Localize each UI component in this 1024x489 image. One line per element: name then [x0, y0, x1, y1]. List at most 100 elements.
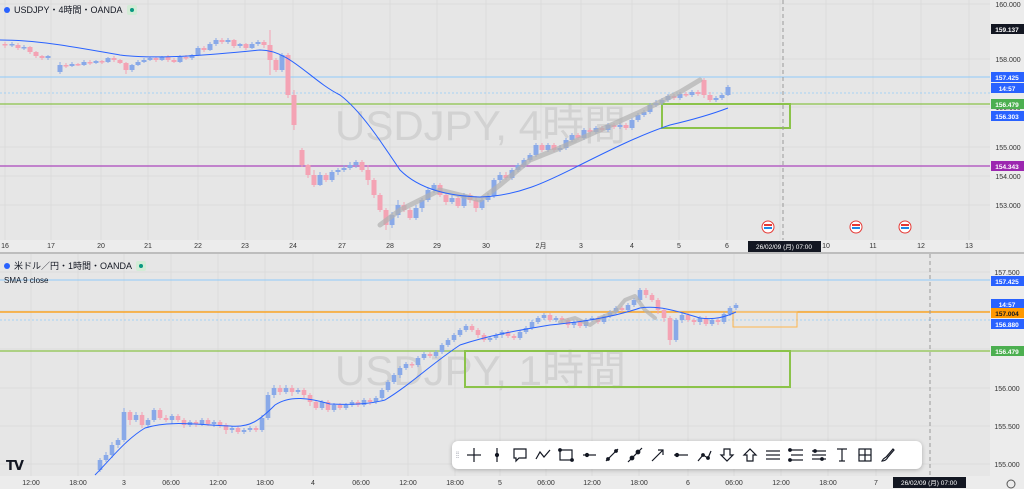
candle-body — [97, 460, 103, 470]
candle-body — [299, 150, 305, 165]
bottom-chart-title: 米ドル／円・1時間・OANDA — [14, 261, 133, 271]
candle-body — [479, 200, 485, 208]
candle-body — [721, 314, 727, 322]
candle-body — [449, 198, 455, 202]
candle-body — [661, 310, 667, 318]
price-tick: 157.500 — [994, 270, 1019, 277]
candle-body — [571, 322, 577, 325]
bottom-chart-header[interactable]: 米ドル／円・1時間・OANDA — [4, 259, 147, 272]
fib-retracement-icon[interactable] — [784, 441, 807, 469]
horizontal-ray-icon[interactable] — [577, 441, 600, 469]
tradingview-logo[interactable]: TV — [6, 459, 24, 474]
candle-body — [493, 335, 499, 338]
arrow-marker-icon[interactable] — [646, 441, 669, 469]
time-tick: 23 — [241, 243, 249, 250]
time-tick: 12:00 — [583, 480, 601, 487]
candle-body — [391, 375, 397, 382]
extended-line-icon[interactable] — [623, 441, 646, 469]
time-tick: 5 — [498, 480, 502, 487]
us-flag-icon — [849, 220, 863, 234]
candle-body — [247, 428, 253, 430]
pitchfork-icon[interactable] — [692, 441, 715, 469]
candle-body — [305, 165, 311, 175]
price-label — [991, 299, 1024, 309]
candle-body — [367, 400, 373, 402]
candle-body — [147, 58, 153, 60]
event-stripe — [764, 224, 772, 226]
candle-body — [277, 388, 283, 392]
arrow-down-icon[interactable] — [715, 441, 738, 469]
parallel-channel-icon[interactable] — [761, 441, 784, 469]
zone-rectangle — [464, 350, 791, 388]
candle-body — [433, 352, 439, 356]
regression-icon[interactable] — [807, 441, 830, 469]
candle-body — [229, 428, 235, 430]
price-tick: 155.500 — [994, 424, 1019, 431]
candle-body — [503, 175, 509, 178]
arrow-up-icon[interactable] — [738, 441, 761, 469]
candle-body — [183, 57, 189, 59]
candle-body — [733, 305, 739, 308]
flag-us-jp-icon — [4, 262, 10, 269]
candle-body — [475, 330, 481, 335]
candle-body — [127, 412, 133, 420]
trend-line-icon[interactable] — [600, 441, 623, 469]
candle-body — [307, 395, 313, 402]
candle-body — [649, 295, 655, 300]
candle-body — [213, 40, 219, 44]
table-icon[interactable] — [853, 441, 876, 469]
candle-body — [121, 412, 127, 440]
time-tick: 30 — [482, 243, 490, 250]
price-label-text: 156.880 — [995, 322, 1019, 329]
candle-body — [325, 402, 331, 410]
event-stripe — [852, 224, 860, 226]
candle-body — [529, 322, 535, 328]
price-tick: 155.000 — [995, 145, 1020, 152]
candle-body — [99, 61, 105, 63]
candle-body — [349, 402, 355, 405]
candle-body — [207, 44, 213, 50]
top-chart-header[interactable]: USDJPY・4時間・OANDA — [4, 3, 137, 16]
event-stripe — [764, 227, 772, 229]
candle-body — [181, 420, 187, 425]
price-label — [991, 308, 1024, 318]
candle-body — [377, 195, 383, 210]
candle-body — [569, 135, 575, 140]
candle-body — [193, 422, 199, 424]
horizontal-line-icon[interactable] — [669, 441, 692, 469]
candle-body — [235, 428, 241, 432]
sma-indicator-label[interactable]: SMA 9 close — [4, 276, 49, 285]
price-label — [991, 346, 1024, 356]
time-tick: 18:00 — [819, 480, 837, 487]
candle-body — [397, 368, 403, 375]
candle-body — [205, 420, 211, 424]
candle-body — [497, 175, 503, 180]
candle-body — [487, 338, 493, 340]
candle-body — [139, 415, 145, 425]
candle-body — [341, 168, 347, 170]
price-label — [991, 161, 1024, 171]
callout-icon[interactable] — [508, 441, 531, 469]
candle-body — [195, 48, 201, 55]
text-icon[interactable] — [830, 441, 853, 469]
time-tick: 6 — [725, 243, 729, 250]
candle-body — [159, 57, 165, 60]
candle-body — [87, 62, 93, 64]
candle-body — [57, 65, 63, 72]
crosshair-icon[interactable] — [462, 441, 485, 469]
candle-body — [685, 315, 691, 320]
drag-handle-icon[interactable]: ⁞⁞ — [455, 450, 459, 460]
vertical-line-icon[interactable] — [485, 441, 508, 469]
rectangle-icon[interactable] — [554, 441, 577, 469]
time-tick: 06:00 — [537, 480, 555, 487]
price-label-text: 157.425 — [995, 279, 1019, 286]
candle-body — [335, 170, 341, 172]
candle-body — [677, 94, 683, 98]
path-icon[interactable] — [531, 441, 554, 469]
top-price-axis — [990, 0, 1024, 252]
candle-body — [295, 390, 301, 392]
brush-icon[interactable] — [876, 441, 899, 469]
candle-body — [241, 430, 247, 432]
price-label — [991, 83, 1024, 93]
